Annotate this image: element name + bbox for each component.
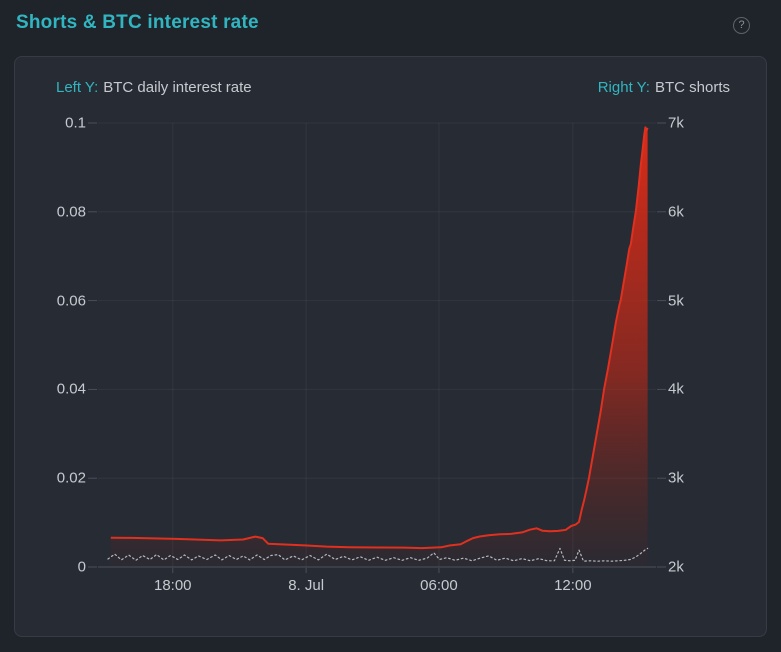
legend-right-prefix: Right Y: (597, 78, 650, 96)
right-axis-tick-label: 5k (668, 292, 684, 310)
left-axis-tick-label: 0.06 (56, 292, 86, 310)
left-axis-tick-label: 0.02 (56, 469, 86, 487)
left-axis-tick-label: 0.04 (56, 380, 86, 398)
right-axis-tick-label: 4k (668, 380, 684, 398)
right-axis-tick-label: 2k (668, 558, 684, 576)
left-axis-tick-label: 0 (77, 558, 86, 576)
plot-svg (88, 122, 666, 573)
help-icon[interactable]: ? (733, 17, 750, 34)
series-area-right (110, 127, 648, 568)
x-axis-tick-label: 12:00 (554, 577, 592, 594)
right-axis-tick-label: 7k (668, 114, 684, 132)
x-axis-tick-label: 8. Jul (288, 577, 325, 594)
x-axis-tick-label: 06:00 (420, 577, 458, 594)
x-axis-tick-label: 18:00 (153, 577, 192, 594)
legend: Left Y: BTC daily interest rate Right Y: B… (56, 78, 730, 96)
legend-left-prefix: Left Y: (56, 78, 99, 96)
legend-left-label: BTC daily interest rate (103, 78, 252, 96)
plot-area[interactable]: 0.1 0.08 0.06 0.04 0.02 0 7k 6k 5k 4k 3k 2k 18:00 8. … (57, 115, 684, 595)
left-axis-tick-label: 0.08 (56, 203, 86, 221)
legend-right: Right Y: BTC shorts (598, 79, 730, 96)
right-axis-tick-label: 6k (668, 203, 684, 221)
legend-left: Left Y: BTC daily interest rate (56, 79, 252, 96)
series-line-left (107, 547, 649, 562)
chart-card: Left Y: BTC daily interest rate Right Y: B… (14, 56, 767, 637)
page-title: Shorts & BTC interest rate (16, 12, 259, 33)
left-axis-tick-label: 0.1 (65, 114, 86, 132)
legend-right-label: BTC shorts (654, 78, 730, 96)
series-line-right (110, 126, 649, 550)
right-axis-tick-label: 3k (668, 469, 684, 487)
